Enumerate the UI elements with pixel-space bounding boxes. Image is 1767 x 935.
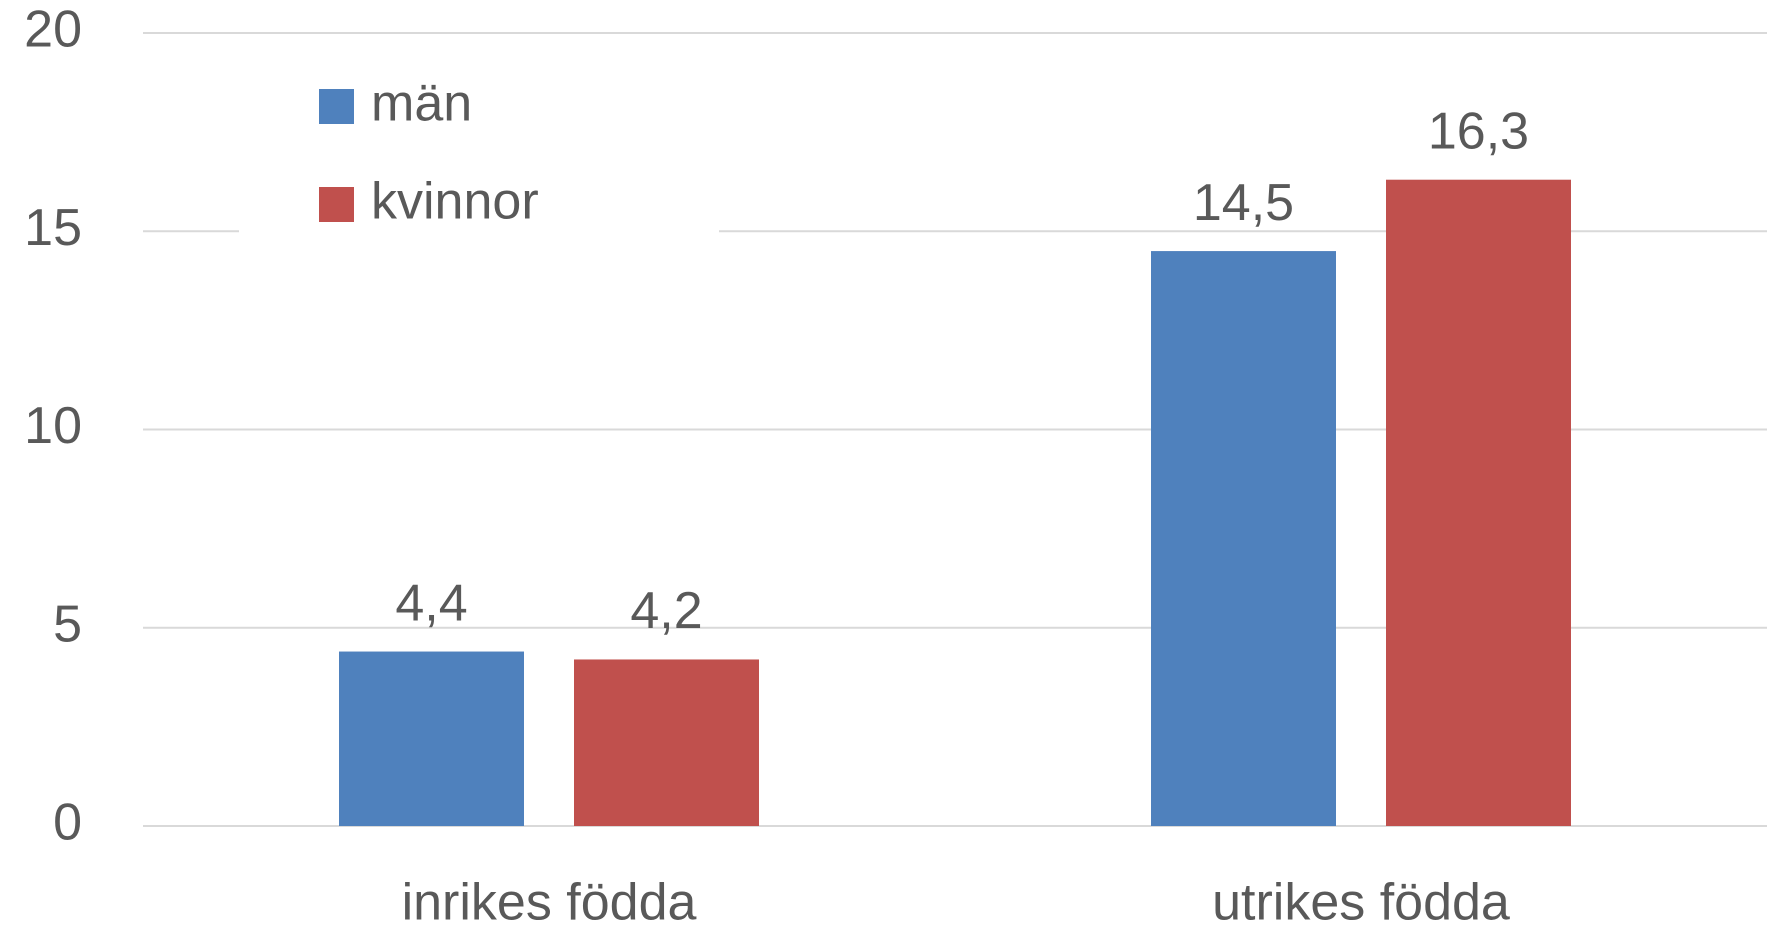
- y-tick-label: 5: [53, 595, 82, 653]
- bar: [574, 659, 759, 826]
- legend-swatch: [319, 187, 354, 222]
- legend-label: män: [371, 75, 472, 133]
- y-tick-label: 0: [53, 794, 82, 852]
- x-tick-label: inrikes födda: [402, 874, 697, 932]
- bar: [1151, 251, 1336, 826]
- data-label: 4,2: [630, 582, 702, 640]
- y-tick-label: 20: [24, 1, 82, 59]
- x-tick-label: utrikes födda: [1212, 874, 1510, 932]
- data-label: 16,3: [1428, 102, 1529, 160]
- bar: [339, 651, 524, 826]
- data-label: 14,5: [1193, 174, 1294, 232]
- y-tick-label: 15: [24, 199, 82, 257]
- legend-swatch: [319, 89, 354, 124]
- y-tick-label: 10: [24, 397, 82, 455]
- data-label: 4,4: [395, 574, 467, 632]
- legend-label: kvinnor: [371, 173, 539, 231]
- bar: [1386, 179, 1571, 826]
